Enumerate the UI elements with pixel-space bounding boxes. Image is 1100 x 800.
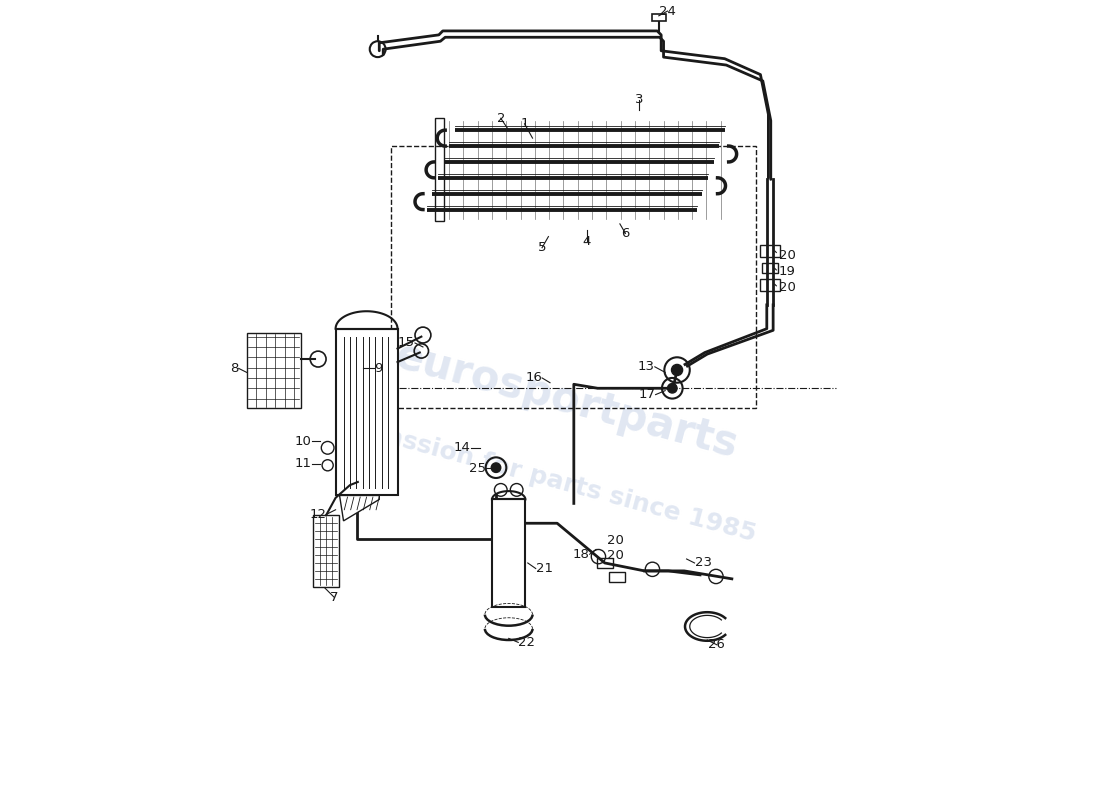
Text: 20: 20 (779, 281, 795, 294)
Text: 21: 21 (536, 562, 552, 575)
Text: eurosportparts: eurosportparts (389, 334, 742, 466)
Text: 20: 20 (607, 549, 624, 562)
Text: a passion for parts since 1985: a passion for parts since 1985 (341, 413, 759, 546)
Bar (434, 118, 444, 222)
Circle shape (671, 365, 683, 375)
Text: 16: 16 (525, 371, 542, 385)
Text: 13: 13 (638, 360, 654, 374)
Text: 2: 2 (496, 112, 505, 125)
Bar (651, 14, 666, 21)
Polygon shape (340, 495, 379, 521)
Bar (246, 333, 300, 408)
Text: 20: 20 (607, 534, 624, 547)
Text: 18: 18 (573, 548, 590, 561)
Bar (492, 499, 526, 606)
Bar (762, 262, 778, 273)
Bar (314, 515, 339, 586)
Text: 22: 22 (518, 636, 536, 649)
Bar (760, 278, 780, 290)
Text: 15: 15 (398, 337, 415, 350)
Text: 12: 12 (309, 508, 326, 521)
Bar (336, 329, 397, 495)
Bar (597, 558, 613, 568)
Text: 14: 14 (453, 442, 471, 454)
Text: 26: 26 (708, 638, 725, 651)
Text: 7: 7 (330, 590, 339, 604)
Text: 17: 17 (639, 388, 656, 401)
Circle shape (492, 463, 500, 473)
Text: 10: 10 (295, 435, 311, 448)
Bar (760, 246, 780, 258)
Text: 23: 23 (694, 557, 712, 570)
Bar (392, 146, 757, 408)
Text: 19: 19 (779, 265, 795, 278)
Text: 5: 5 (538, 242, 547, 254)
Text: 6: 6 (621, 227, 629, 240)
Text: 20: 20 (779, 249, 795, 262)
Text: 24: 24 (659, 5, 676, 18)
Bar (608, 573, 625, 582)
Text: 11: 11 (295, 457, 311, 470)
Text: 4: 4 (582, 235, 591, 248)
Text: 8: 8 (230, 362, 239, 375)
Text: 1: 1 (520, 118, 529, 130)
Circle shape (668, 383, 678, 393)
Text: 25: 25 (470, 462, 486, 475)
Text: 3: 3 (635, 94, 643, 106)
Text: 9: 9 (374, 362, 382, 375)
